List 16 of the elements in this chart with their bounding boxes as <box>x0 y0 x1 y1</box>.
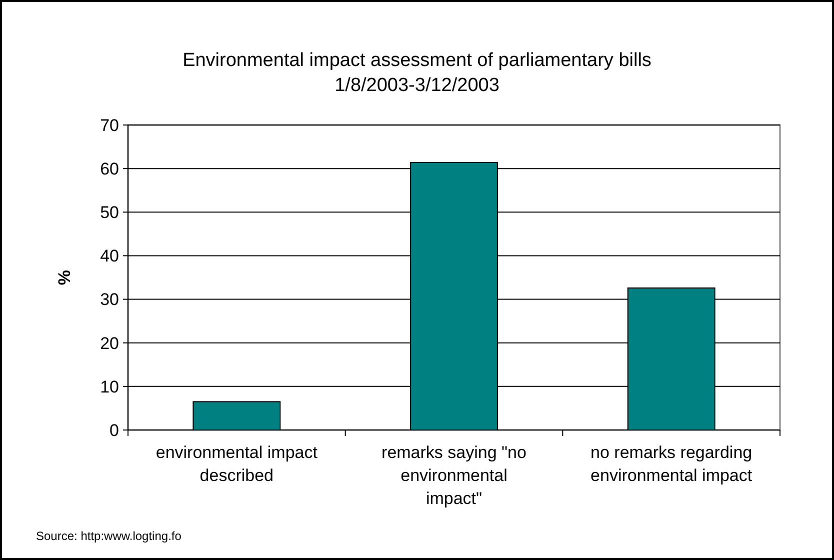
y-tick-label: 70 <box>100 116 119 135</box>
x-tick-label: no remarks regarding environmental impact <box>590 443 752 485</box>
y-tick-label: 10 <box>100 377 119 396</box>
y-tick-label: 0 <box>110 420 119 440</box>
bar <box>192 401 281 430</box>
x-tick-label: remarks saying "no environmental impact" <box>382 443 526 508</box>
y-tick-label: 20 <box>100 334 119 353</box>
y-tick-label: 40 <box>100 246 119 266</box>
chart-subtitle: 1/8/2003-3/12/2003 <box>334 75 500 96</box>
y-tick-label: 30 <box>100 290 119 310</box>
y-tick-label: 60 <box>100 160 119 179</box>
y-tick-label: 50 <box>100 203 119 222</box>
y-axis-title: % <box>55 270 74 286</box>
x-tick-label: environmental impact described <box>156 443 318 485</box>
chart-title: Environmental impact assessment of parliamentary bills <box>182 50 652 71</box>
source-note: Source: http:www.logting.fo <box>36 529 182 543</box>
